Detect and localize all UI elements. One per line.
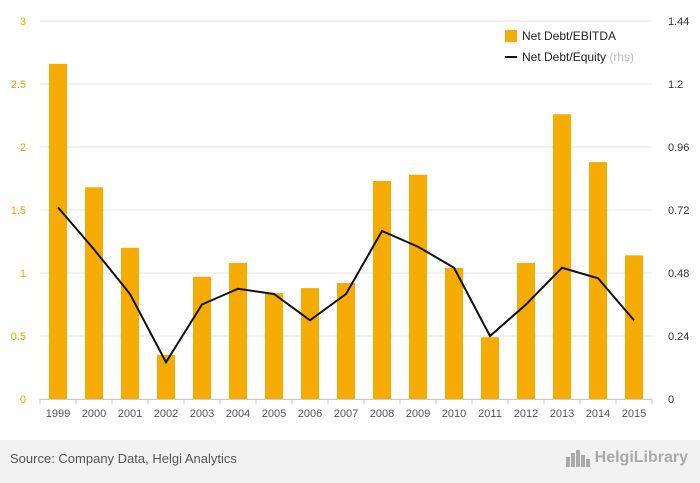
bar <box>373 181 391 399</box>
x-tick-label: 2002 <box>154 408 178 420</box>
x-tick-label: 2003 <box>190 408 214 420</box>
legend-note: (rhs) <box>609 50 634 64</box>
brand-name: HelgiLibrary <box>594 449 688 466</box>
bar <box>409 174 427 399</box>
y-left-tick-label: 2.5 <box>11 79 26 91</box>
x-tick-label: 2013 <box>550 408 574 420</box>
footer: Source: Company Data, Helgi Analytics He… <box>0 440 700 483</box>
legend: Net Debt/EBITDA Net Debt/Equity (rhs) <box>505 29 634 64</box>
y-right-tick-label: 0 <box>668 394 674 406</box>
axes: 0 0.5 1 1.5 2 2.5 3 0 0.24 0.48 0.72 0.96 1.2 1.44 199… <box>11 16 690 420</box>
bar-series <box>49 63 643 400</box>
bar <box>517 262 535 399</box>
legend-label: Net Debt/Equity (rhs) <box>522 50 634 64</box>
bar <box>49 63 67 400</box>
grid <box>40 20 652 400</box>
bar <box>193 276 211 399</box>
x-tick-label: 2004 <box>226 408 250 420</box>
bar <box>301 288 319 399</box>
line-series <box>57 206 635 365</box>
series-line <box>57 206 635 365</box>
bar <box>589 162 607 399</box>
x-tick-label: 2001 <box>118 408 142 420</box>
y-left-tick-label: 2 <box>20 142 26 154</box>
legend-label: Net Debt/EBITDA <box>522 29 616 43</box>
x-tick-label: 1999 <box>46 408 70 420</box>
source-note: Source: Company Data, Helgi Analytics <box>10 451 237 466</box>
bar <box>481 337 499 399</box>
y-left-tick-label: 3 <box>20 16 26 28</box>
bar <box>85 187 103 399</box>
x-tick-label: 2007 <box>334 408 358 420</box>
bar <box>625 255 643 399</box>
bar <box>445 267 463 399</box>
y-left-tick-label: 1.5 <box>11 205 26 217</box>
y-left-tick-label: 1 <box>20 268 26 280</box>
y-left-tick-label: 0.5 <box>11 331 26 343</box>
x-tick-label: 2011 <box>478 408 502 420</box>
bar <box>229 262 247 399</box>
x-tick-label: 2015 <box>622 408 646 420</box>
y-right-tick-label: 1.44 <box>668 16 689 28</box>
brand-logo: HelgiLibrary <box>565 449 688 467</box>
x-tick-label: 2010 <box>442 408 466 420</box>
x-tick-label: 2000 <box>82 408 106 420</box>
x-tick-label: 2008 <box>370 408 394 420</box>
y-right-tick-label: 0.48 <box>668 268 689 280</box>
y-right-tick-label: 0.72 <box>668 205 689 217</box>
chart: 0 0.5 1 1.5 2 2.5 3 0 0.24 0.48 0.72 0.96 1.2 1.44 199… <box>11 16 690 420</box>
y-right-tick-label: 1.2 <box>668 79 683 91</box>
bar <box>265 293 283 399</box>
x-tick-label: 2012 <box>514 408 538 420</box>
x-tick-label: 2009 <box>406 408 430 420</box>
bar <box>337 283 355 399</box>
y-right-tick-label: 0.96 <box>668 142 689 154</box>
legend-swatch-bar <box>505 30 517 42</box>
x-tick-label: 2014 <box>586 408 610 420</box>
bar <box>157 354 175 399</box>
x-tick-label: 2005 <box>262 408 286 420</box>
bar <box>121 247 139 399</box>
y-left-tick-label: 0 <box>20 394 26 406</box>
bar <box>553 114 571 400</box>
x-tick-label: 2006 <box>298 408 322 420</box>
city-skyline-icon <box>565 450 590 467</box>
y-right-tick-label: 0.24 <box>668 331 689 343</box>
